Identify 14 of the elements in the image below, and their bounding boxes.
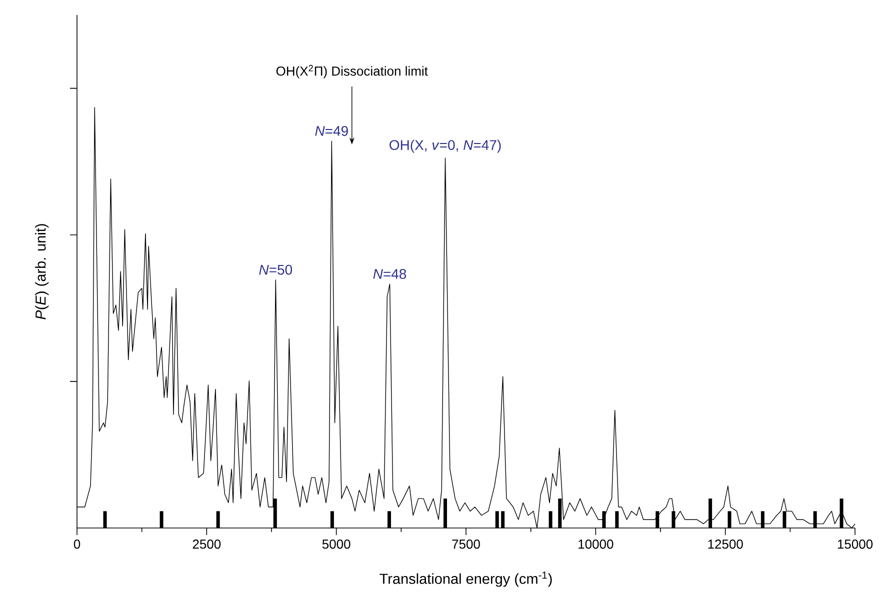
annotation: N=49 — [315, 126, 348, 136]
x-tick-label: 10000 — [578, 540, 614, 549]
annotation: N=50 — [259, 264, 292, 275]
x-tick-label: 5000 — [322, 540, 350, 549]
ref-line-label: OH(X$^{2}$Π) Dissociation limit — [276, 64, 428, 78]
annotation: OH(X, v=0, N=47) — [390, 140, 501, 153]
x-tick-label: 2500 — [192, 540, 221, 549]
x-tick-label: 7500 — [452, 540, 480, 549]
x-tick-label: 12500 — [708, 540, 743, 549]
y-axis-title: P(E) (arb. unit) — [35, 224, 49, 320]
x-axis-title: Translational energy (cm$^{-1}$) — [380, 572, 552, 587]
x-tick-label: 15000 — [838, 540, 873, 549]
x-tick-label: 0 — [74, 540, 80, 549]
annotation: N=48 — [373, 268, 406, 279]
